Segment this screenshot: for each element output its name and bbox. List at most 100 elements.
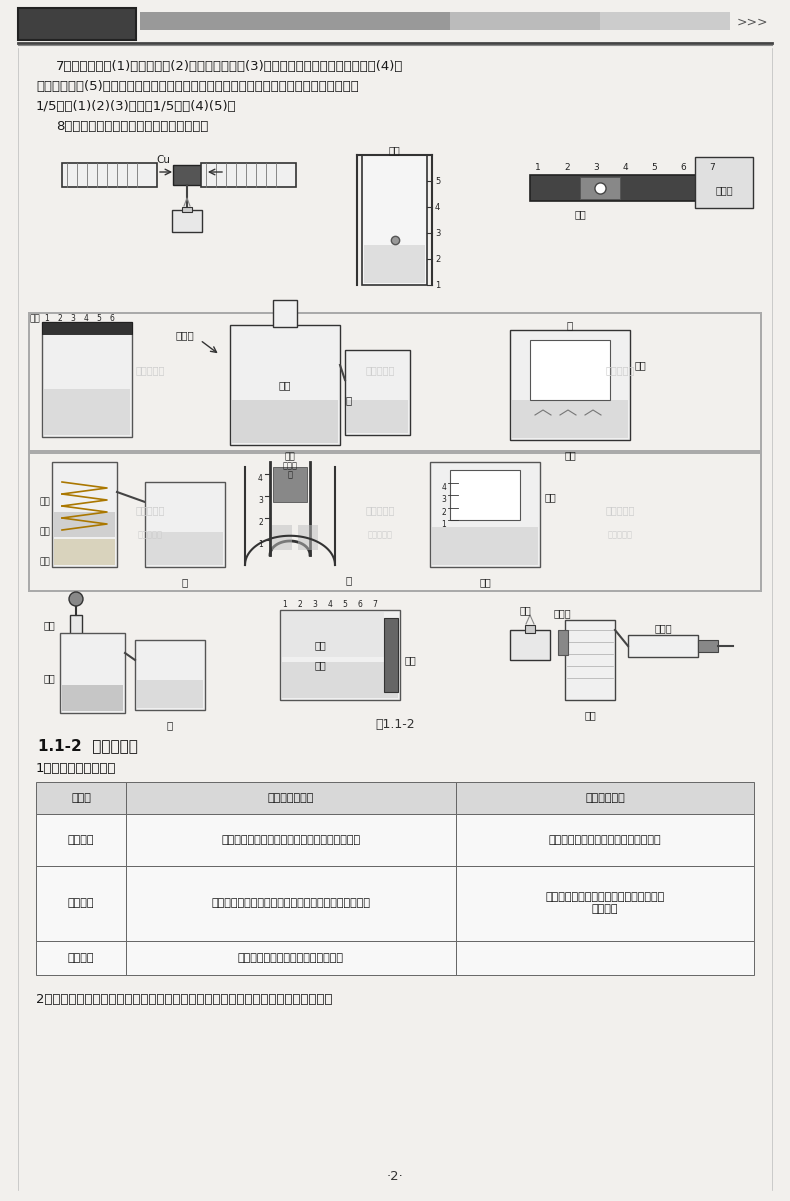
Bar (432, 527, 538, 564)
Bar (126, 782, 456, 814)
Bar (36, 942, 126, 975)
Text: 张家、夹志: 张家、夹志 (135, 365, 164, 375)
Text: 张家、夹志: 张家、夹志 (365, 504, 395, 515)
Text: 沙子: 沙子 (40, 557, 50, 566)
Text: 主要来源: 主要来源 (68, 835, 94, 846)
Bar (18, 8, 136, 40)
Text: 8．测定空气中氧气体积含量的几种装置：: 8．测定空气中氧气体积含量的几种装置： (56, 120, 209, 133)
Bar (54, 512, 115, 537)
Circle shape (69, 592, 83, 607)
Text: 滴管: 滴管 (43, 620, 55, 631)
Text: 白磷: 白磷 (519, 605, 531, 615)
Text: 试管: 试管 (584, 710, 596, 721)
Text: 3: 3 (313, 600, 318, 609)
Bar (512, 400, 628, 438)
Text: 6: 6 (680, 163, 686, 172)
Text: 4: 4 (441, 483, 446, 491)
Bar (126, 866, 456, 942)
Bar (44, 389, 130, 435)
Text: 白磷: 白磷 (635, 360, 647, 370)
Text: 张家、夹志: 张家、夹志 (605, 365, 634, 375)
Text: 图1.1-2: 图1.1-2 (375, 718, 415, 731)
Text: 3: 3 (435, 228, 440, 238)
Text: 2: 2 (258, 518, 263, 527)
Text: >>>: >>> (736, 16, 768, 29)
Text: 白磷: 白磷 (389, 145, 401, 155)
Text: 7: 7 (709, 163, 715, 172)
Text: 白磷: 白磷 (29, 313, 40, 323)
Text: 尸家、夹志: 尸家、夹志 (608, 531, 633, 539)
Text: 张家、夹志: 张家、夹志 (365, 365, 395, 375)
Text: 1: 1 (435, 281, 440, 289)
Text: 硫粉: 硫粉 (43, 673, 55, 683)
Text: 热水: 热水 (564, 450, 576, 460)
Bar (36, 866, 126, 942)
Text: 主要危害: 主要危害 (68, 898, 94, 908)
Text: 白磷阻: 白磷阻 (283, 461, 298, 470)
Text: Cu: Cu (156, 155, 170, 165)
Text: 的大量排放，农业上不恰当施用　　和: 的大量排放，农业上不恰当施用 和 (549, 835, 661, 846)
Bar (28, 452, 30, 592)
Text: 5: 5 (343, 600, 348, 609)
Text: 6: 6 (358, 600, 363, 609)
Text: 2: 2 (435, 255, 440, 263)
Bar (28, 452, 762, 454)
Bar (70, 615, 82, 635)
Text: 3: 3 (70, 313, 75, 323)
Bar (558, 631, 568, 655)
Bar (510, 330, 630, 440)
Text: 6: 6 (110, 313, 115, 323)
Bar (60, 633, 125, 713)
Bar (282, 662, 398, 698)
Bar (280, 610, 400, 700)
Bar (62, 685, 123, 711)
Text: 4: 4 (258, 474, 263, 483)
Bar (36, 782, 126, 814)
Text: 4: 4 (84, 313, 88, 323)
Text: 1: 1 (44, 313, 49, 323)
Bar (137, 680, 203, 709)
Bar (126, 942, 456, 975)
Bar (362, 155, 427, 285)
Text: 1.1-2  空气的污染: 1.1-2 空气的污染 (38, 737, 138, 753)
Bar (126, 814, 456, 866)
Text: 1: 1 (258, 540, 263, 549)
Bar (525, 625, 535, 633)
Text: 3: 3 (441, 495, 446, 504)
Text: 防治措施: 防治措施 (68, 954, 94, 963)
Bar (273, 467, 307, 502)
Text: 1: 1 (283, 600, 288, 609)
Bar (36, 814, 126, 866)
Bar (42, 322, 132, 437)
Bar (565, 620, 615, 700)
Bar (282, 613, 384, 657)
Bar (28, 312, 762, 313)
Text: 中考总复习: 中考总复习 (55, 18, 100, 32)
Bar (456, 782, 754, 814)
Bar (510, 631, 550, 661)
Text: 1: 1 (442, 520, 446, 528)
Bar (145, 482, 225, 567)
Text: 5: 5 (96, 313, 101, 323)
Bar (230, 325, 340, 446)
Text: 铜丝: 铜丝 (40, 497, 50, 506)
Bar (364, 245, 425, 283)
Text: 2: 2 (58, 313, 62, 323)
Text: 水: 水 (167, 721, 173, 730)
Text: 白磷: 白磷 (574, 209, 586, 219)
Bar (695, 157, 753, 208)
Bar (135, 640, 205, 710)
Text: 2: 2 (442, 508, 446, 516)
Text: ·2·: ·2· (386, 1170, 404, 1183)
Text: 白磷: 白磷 (40, 527, 50, 536)
Bar (42, 322, 132, 334)
Text: 尸家、夹志: 尸家、夹志 (367, 531, 393, 539)
Text: 簧夹没夹紧；(5)燃烧的红磷随燃烧匙伸入广口瓶的速度缓慢等。其中，造成测定结果小于: 簧夹没夹紧；(5)燃烧的红磷随燃烧匙伸入广口瓶的速度缓慢等。其中，造成测定结果小… (36, 80, 359, 92)
Text: 3: 3 (593, 163, 599, 172)
Text: 弹簧夹: 弹簧夹 (553, 608, 571, 619)
Bar (173, 165, 201, 185)
Text: 张家、夹志: 张家、夹志 (135, 504, 164, 515)
Text: 水: 水 (345, 395, 352, 405)
Bar (28, 312, 30, 452)
Bar (272, 525, 292, 550)
